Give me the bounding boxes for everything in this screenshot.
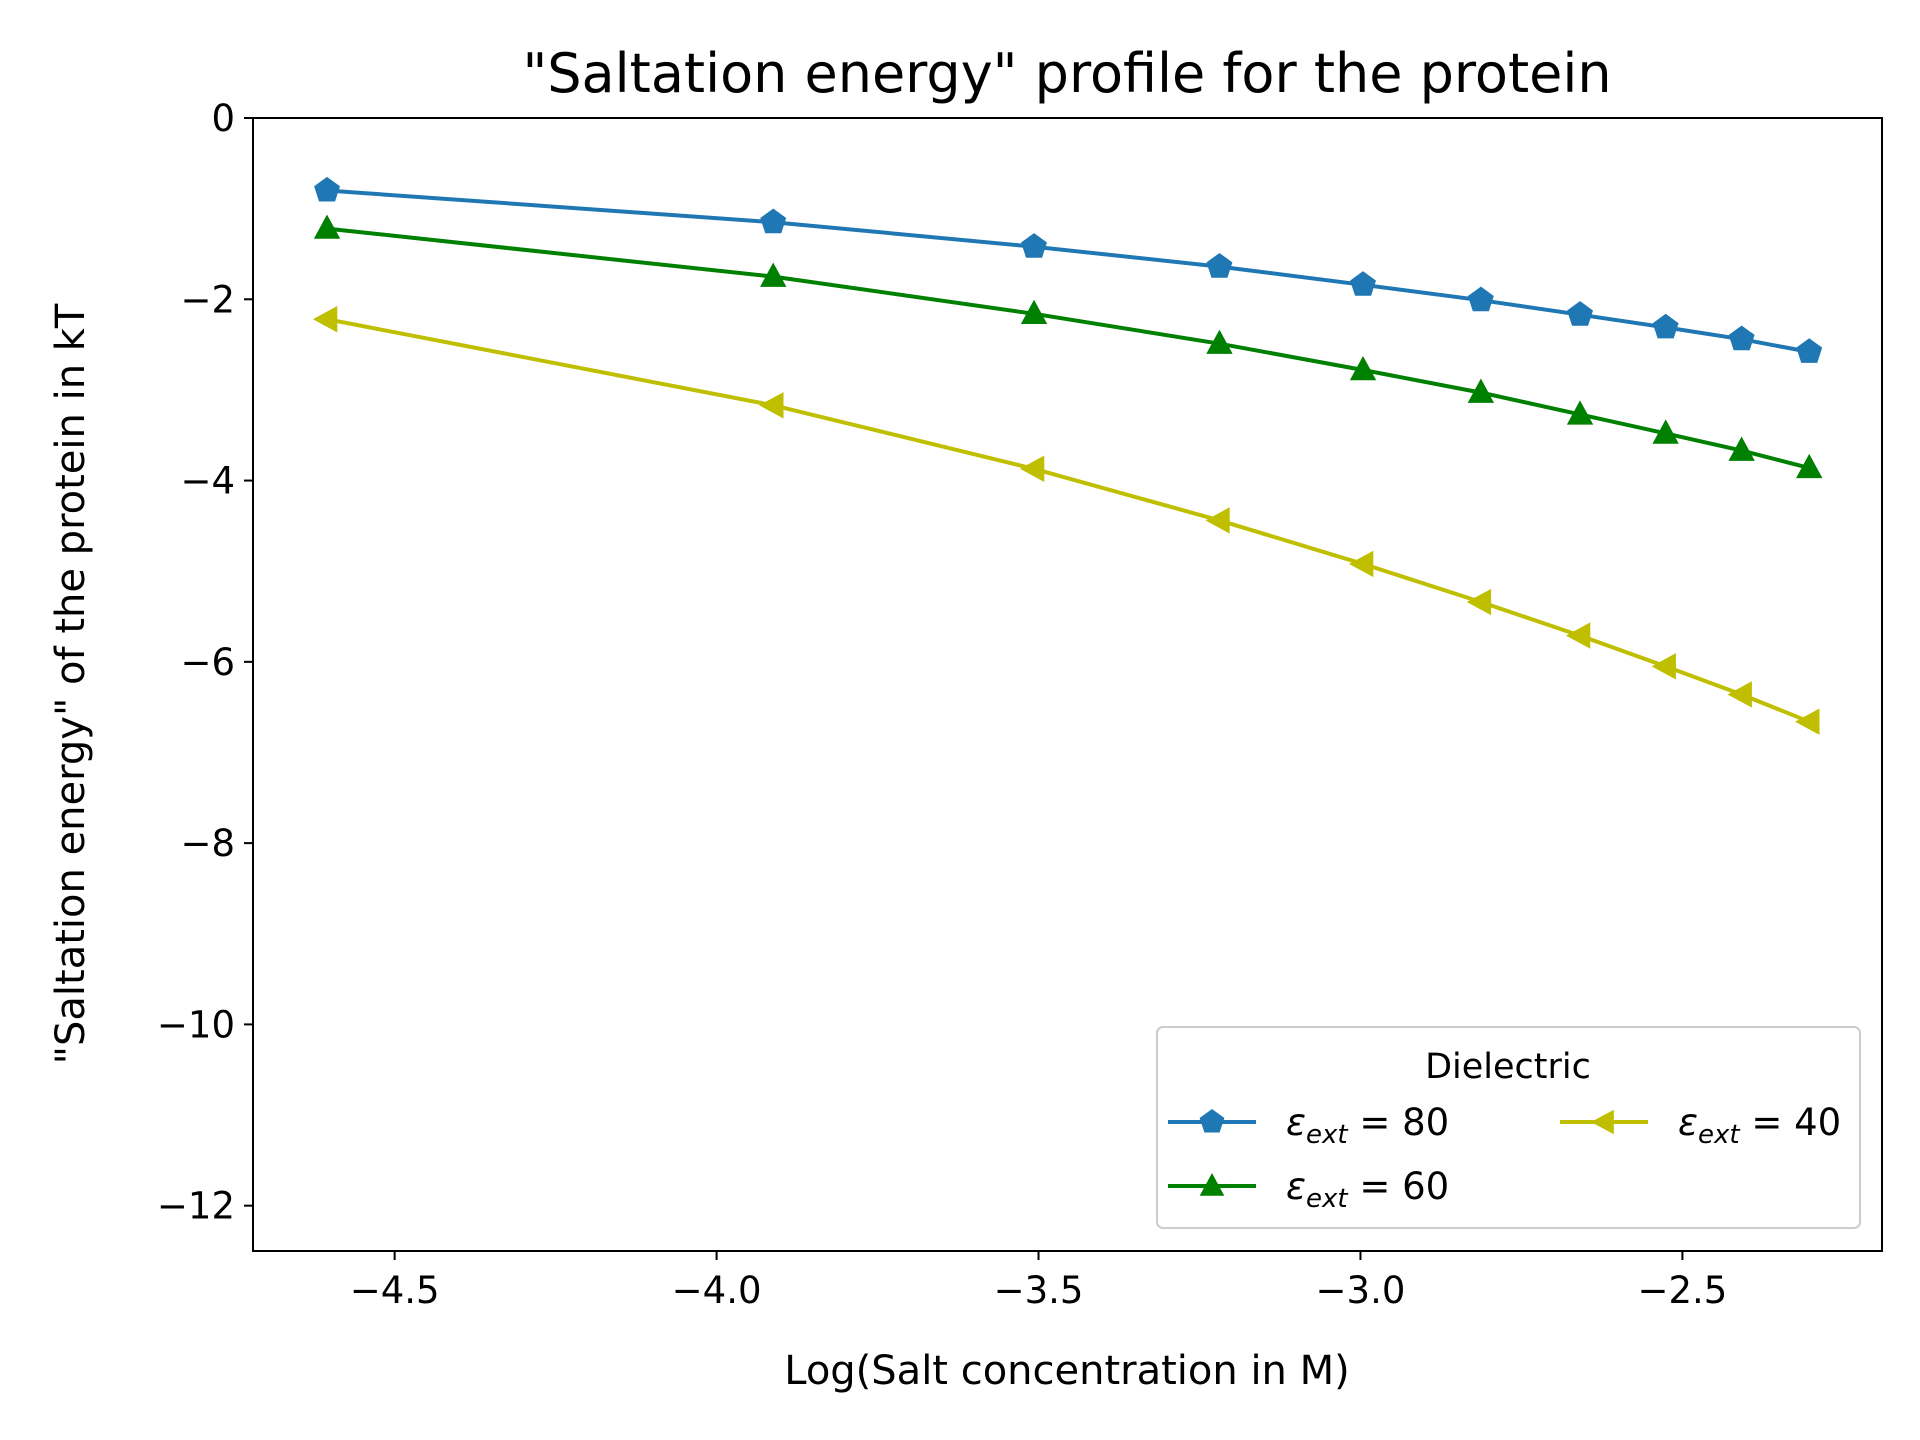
chart-title: "Saltation energy" profile for the prote… (522, 42, 1611, 105)
x-axis-label: Log(Salt concentration in M) (784, 1348, 1350, 1394)
y-tick-label: −2 (180, 278, 235, 321)
data-point (1466, 588, 1492, 616)
series-group (312, 306, 1820, 735)
data-point (1021, 233, 1047, 258)
data-point (1796, 453, 1823, 479)
y-tick-label: −12 (157, 1185, 235, 1228)
legend-label: εext = 80 (1286, 1101, 1449, 1150)
y-axis-label: "Saltation energy" of the protein in kT (48, 303, 94, 1064)
y-tick-label: −4 (180, 460, 235, 503)
legend: Dielectric εext = 80 εext = 60 εext = 40 (1156, 1026, 1861, 1229)
x-tick-label: −3.5 (994, 1269, 1084, 1312)
x-tick-label: −4.0 (672, 1269, 762, 1312)
y-tick-label: −8 (180, 822, 235, 865)
data-point (759, 392, 784, 419)
legend-marker (1591, 1109, 1614, 1135)
data-point (1727, 681, 1752, 708)
legend-entry: εext = 40 (1560, 1101, 1841, 1150)
plot-series (312, 176, 1823, 735)
data-point (760, 262, 787, 287)
legend-marker (1199, 1173, 1225, 1196)
data-point (313, 214, 341, 239)
plot-frame (252, 117, 1883, 1252)
data-point (1567, 301, 1593, 326)
data-point (1020, 299, 1048, 324)
series-line (326, 188, 1810, 354)
data-point (1349, 355, 1377, 381)
data-point (1651, 653, 1676, 680)
data-point (760, 208, 787, 234)
data-point (1206, 329, 1233, 354)
data-point (1795, 708, 1820, 735)
data-point (1467, 286, 1494, 312)
data-point (1566, 400, 1594, 425)
data-point (1728, 325, 1755, 351)
data-point (1019, 455, 1045, 482)
data-point (314, 176, 340, 202)
x-axis-ticks: −4.5 −4.0 −3.5 −3.0 −2.5 (350, 1251, 1727, 1312)
legend-frame (1156, 1026, 1861, 1229)
y-tick-label: −6 (180, 641, 235, 684)
series-group (314, 176, 1823, 363)
legend-title: Dielectric (1425, 1047, 1591, 1087)
data-point (1467, 378, 1495, 403)
y-axis-ticks: 0 −2 −4 −6 −8 −10 −12 (157, 97, 253, 1228)
data-point (1652, 313, 1679, 339)
legend-entry: εext = 80 (1168, 1101, 1449, 1150)
legend-entries: εext = 80 εext = 60 εext = 40 (1168, 1101, 1841, 1214)
data-point (1652, 419, 1679, 444)
x-tick-label: −3.0 (1316, 1269, 1406, 1312)
series-line (326, 317, 1810, 724)
data-point (1796, 338, 1823, 363)
data-point (1728, 436, 1755, 461)
x-tick-label: −4.5 (350, 1269, 440, 1312)
y-tick-label: −10 (157, 1003, 235, 1046)
legend-marker (1199, 1109, 1225, 1133)
data-point (1350, 271, 1376, 296)
data-point (1206, 252, 1233, 278)
data-point (1565, 622, 1591, 649)
legend-label: εext = 60 (1286, 1165, 1449, 1214)
series-line (326, 226, 1810, 470)
series-group (313, 214, 1823, 479)
y-tick-label: 0 (211, 97, 235, 140)
legend-entry: εext = 60 (1168, 1165, 1449, 1214)
x-tick-label: −2.5 (1637, 1269, 1727, 1312)
data-point (1348, 550, 1374, 578)
data-point (312, 306, 338, 333)
legend-label: εext = 40 (1678, 1101, 1841, 1150)
data-point (1205, 507, 1230, 534)
